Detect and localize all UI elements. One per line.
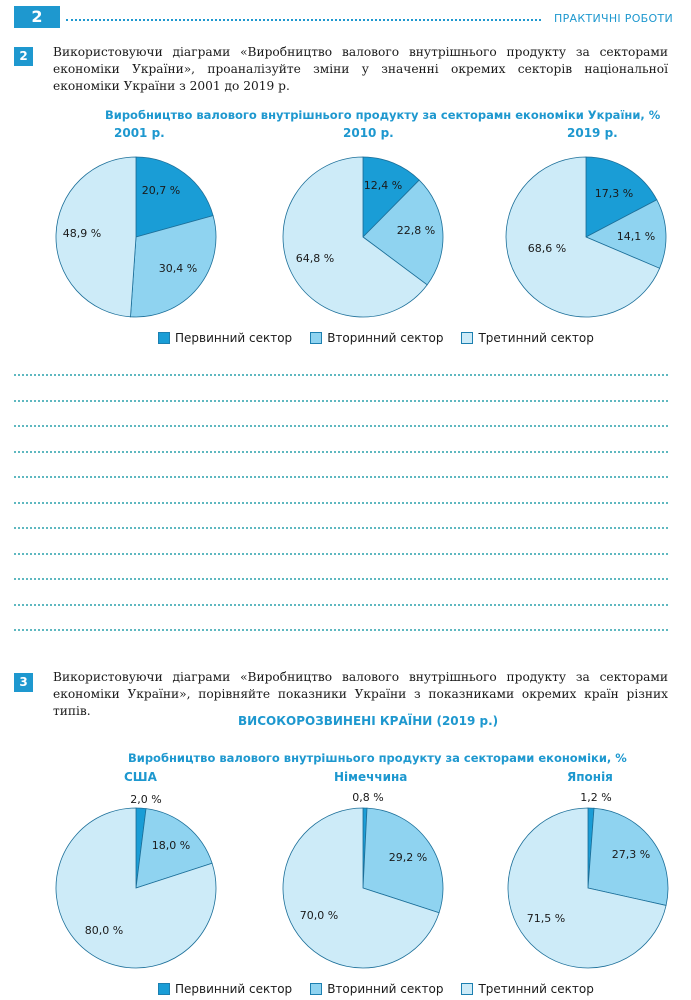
- answer-line: [14, 374, 668, 376]
- pie-label-primary: 17,3 %: [595, 187, 633, 200]
- pie-label-tertiary: 71,5 %: [527, 912, 565, 925]
- pie-label-tertiary: 70,0 %: [300, 909, 338, 922]
- legend-item-tertiary: Третинний сектор: [461, 982, 594, 996]
- pie-slice-secondary: [130, 215, 217, 318]
- legend-item-secondary: Вторинний сектор: [310, 331, 443, 345]
- pie-slice-tertiary: [55, 807, 217, 969]
- pie-chart-2010: 12,4 % 22,8 % 64,8 %: [282, 156, 444, 318]
- legend-label-secondary: Вторинний сектор: [327, 982, 444, 996]
- pie-label-primary: 1,2 %: [580, 791, 611, 804]
- answer-line: [14, 578, 668, 580]
- pie-slice-tertiary: [282, 156, 428, 318]
- pie-slice-primary: [585, 156, 658, 238]
- pie-slice-secondary: [585, 199, 667, 269]
- answer-line: [14, 450, 668, 453]
- answer-line: [14, 501, 668, 504]
- legend-swatch-tertiary: [461, 332, 474, 344]
- header-divider: [66, 19, 541, 21]
- chart-title-2001: 2001 р.: [114, 126, 165, 140]
- pie-label-tertiary: 64,8 %: [296, 252, 334, 265]
- task-2-chart-title: Виробництво валового внутрішнього продук…: [105, 108, 661, 122]
- chart-title-2010: 2010 р.: [343, 126, 394, 140]
- chart-title-germany: Німеччина: [334, 770, 408, 784]
- legend-countries: Первинний сектор Вторинний сектор Третин…: [158, 982, 612, 996]
- legend-item-primary: Первинний сектор: [158, 982, 292, 996]
- pie-slice-tertiary: [505, 156, 661, 318]
- pie-label-secondary: 30,4 %: [159, 262, 197, 275]
- task-3-badge: 3: [14, 673, 33, 692]
- pie-slice-secondary: [362, 807, 444, 914]
- pie-label-primary: 12,4 %: [364, 179, 402, 192]
- pie-slice-primary: [362, 156, 420, 238]
- pie-label-tertiary: 48,9 %: [63, 227, 101, 240]
- legend-item-tertiary: Третинний сектор: [461, 331, 594, 345]
- answer-line: [14, 476, 668, 478]
- pie-label-secondary: 27,3 %: [612, 848, 650, 861]
- answer-line: [14, 425, 668, 427]
- legend-ukraine: Первинний сектор Вторинний сектор Третин…: [158, 331, 612, 345]
- answer-line: [14, 399, 668, 402]
- pie-slice-tertiary: [55, 156, 137, 318]
- pie-label-tertiary: 80,0 %: [85, 924, 123, 937]
- pie-slice-secondary: [362, 179, 444, 286]
- task-3-text: Використовуючи діаграми «Виробництво вал…: [53, 670, 668, 718]
- pie-label-secondary: 29,2 %: [389, 851, 427, 864]
- chart-title-2019: 2019 р.: [567, 126, 618, 140]
- legend-swatch-secondary: [310, 983, 323, 995]
- legend-item-primary: Первинний сектор: [158, 331, 292, 345]
- page-number-badge: 2: [14, 6, 60, 28]
- legend-label-tertiary: Третинний сектор: [478, 331, 594, 345]
- answer-line: [14, 552, 668, 555]
- chart-title-japan: Японія: [567, 770, 613, 784]
- pie-chart-2019: 17,3 % 14,1 % 68,6 %: [505, 156, 667, 318]
- pie-chart-2001: 20,7 % 30,4 % 48,9 %: [55, 156, 217, 318]
- pie-chart-germany: 0,8 % 29,2 % 70,0 %: [282, 791, 444, 969]
- legend-label-secondary: Вторинний сектор: [327, 331, 444, 345]
- pie-slice-primary: [135, 156, 214, 238]
- pie-label-secondary: 22,8 %: [397, 224, 435, 237]
- pie-label-secondary: 18,0 %: [152, 839, 190, 852]
- legend-label-primary: Первинний сектор: [175, 982, 293, 996]
- legend-item-secondary: Вторинний сектор: [310, 982, 443, 996]
- pie-label-secondary: 14,1 %: [617, 230, 655, 243]
- pie-label-primary: 20,7 %: [142, 184, 180, 197]
- pie-chart-japan: 1,2 % 27,3 % 71,5 %: [507, 791, 669, 969]
- legend-label-tertiary: Третинний сектор: [478, 982, 594, 996]
- pie-label-primary: 0,8 %: [352, 791, 383, 804]
- pie-slice-tertiary: [282, 807, 440, 969]
- pie-label-tertiary: 68,6 %: [528, 242, 566, 255]
- answer-line: [14, 527, 668, 529]
- pie-chart-usa: 2,0 % 18,0 % 80,0 %: [55, 793, 217, 969]
- chart-title-usa: США: [124, 770, 157, 784]
- pie-slice-secondary: [135, 808, 213, 889]
- task-2-badge: 2: [14, 47, 33, 66]
- legend-swatch-primary: [158, 983, 170, 995]
- pie-slice-tertiary: [507, 807, 667, 969]
- legend-swatch-secondary: [310, 332, 323, 344]
- task-2-text: Використовуючи діаграми «Виробництво вал…: [53, 45, 668, 93]
- answer-line: [14, 629, 668, 631]
- pie-label-primary: 2,0 %: [130, 793, 161, 806]
- legend-swatch-tertiary: [461, 983, 474, 995]
- pie-slice-secondary: [587, 807, 669, 906]
- legend-label-primary: Первинний сектор: [175, 331, 293, 345]
- section-title: ПРАКТИЧНІ РОБОТИ: [554, 12, 673, 25]
- legend-swatch-primary: [158, 332, 170, 344]
- task-3-chart-title: Виробництво валового внутрішнього продук…: [128, 751, 627, 765]
- answer-line: [14, 603, 668, 606]
- task-3-block-title: ВИСОКОРОЗВИНЕНІ КРАЇНИ (2019 р.): [238, 714, 499, 728]
